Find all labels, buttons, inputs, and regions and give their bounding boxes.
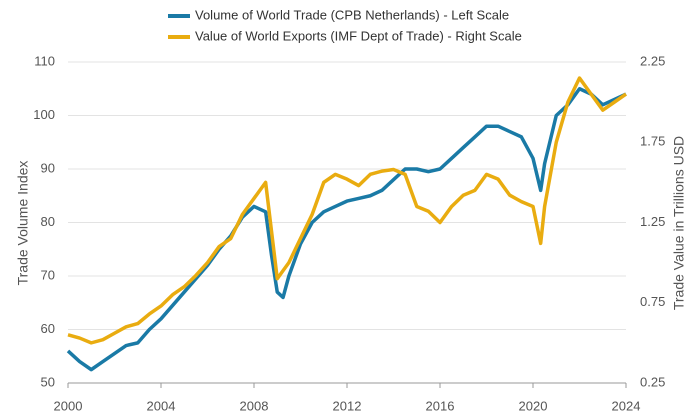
x-tick-label: 2004 bbox=[147, 398, 176, 413]
y-tick-label: 80 bbox=[41, 214, 55, 229]
y2-axis-title: Trade Value in Trillions USD bbox=[671, 136, 687, 310]
legend: Volume of World Trade (CPB Netherlands) … bbox=[195, 7, 509, 22]
y-tick-label: 60 bbox=[41, 321, 55, 336]
x-tick-label: 2000 bbox=[54, 398, 83, 413]
y2-tick-label: 0.75 bbox=[640, 294, 665, 309]
x-tick-label: 2008 bbox=[240, 398, 269, 413]
x-tick-label: 2024 bbox=[612, 398, 641, 413]
y2-tick-label: 0.25 bbox=[640, 374, 665, 389]
y-tick-label: 50 bbox=[41, 374, 55, 389]
x-tick-label: 2020 bbox=[519, 398, 548, 413]
x-tick-label: 2012 bbox=[333, 398, 362, 413]
y-tick-label: 110 bbox=[34, 53, 55, 68]
y-axis-title: Trade Volume Index bbox=[15, 161, 31, 286]
series-line bbox=[66, 87, 627, 372]
series-line bbox=[67, 76, 627, 345]
y-tick-label: 100 bbox=[33, 107, 55, 122]
x-tick-label: 2016 bbox=[426, 398, 455, 413]
y2-tick-label: 1.75 bbox=[640, 134, 665, 149]
legend: Value of World Exports (IMF Dept of Trad… bbox=[195, 28, 522, 43]
y2-tick-label: 1.25 bbox=[640, 214, 665, 229]
y-tick-label: 70 bbox=[41, 267, 55, 282]
y2-tick-label: 2.25 bbox=[640, 53, 665, 68]
y-tick-label: 90 bbox=[41, 160, 55, 175]
